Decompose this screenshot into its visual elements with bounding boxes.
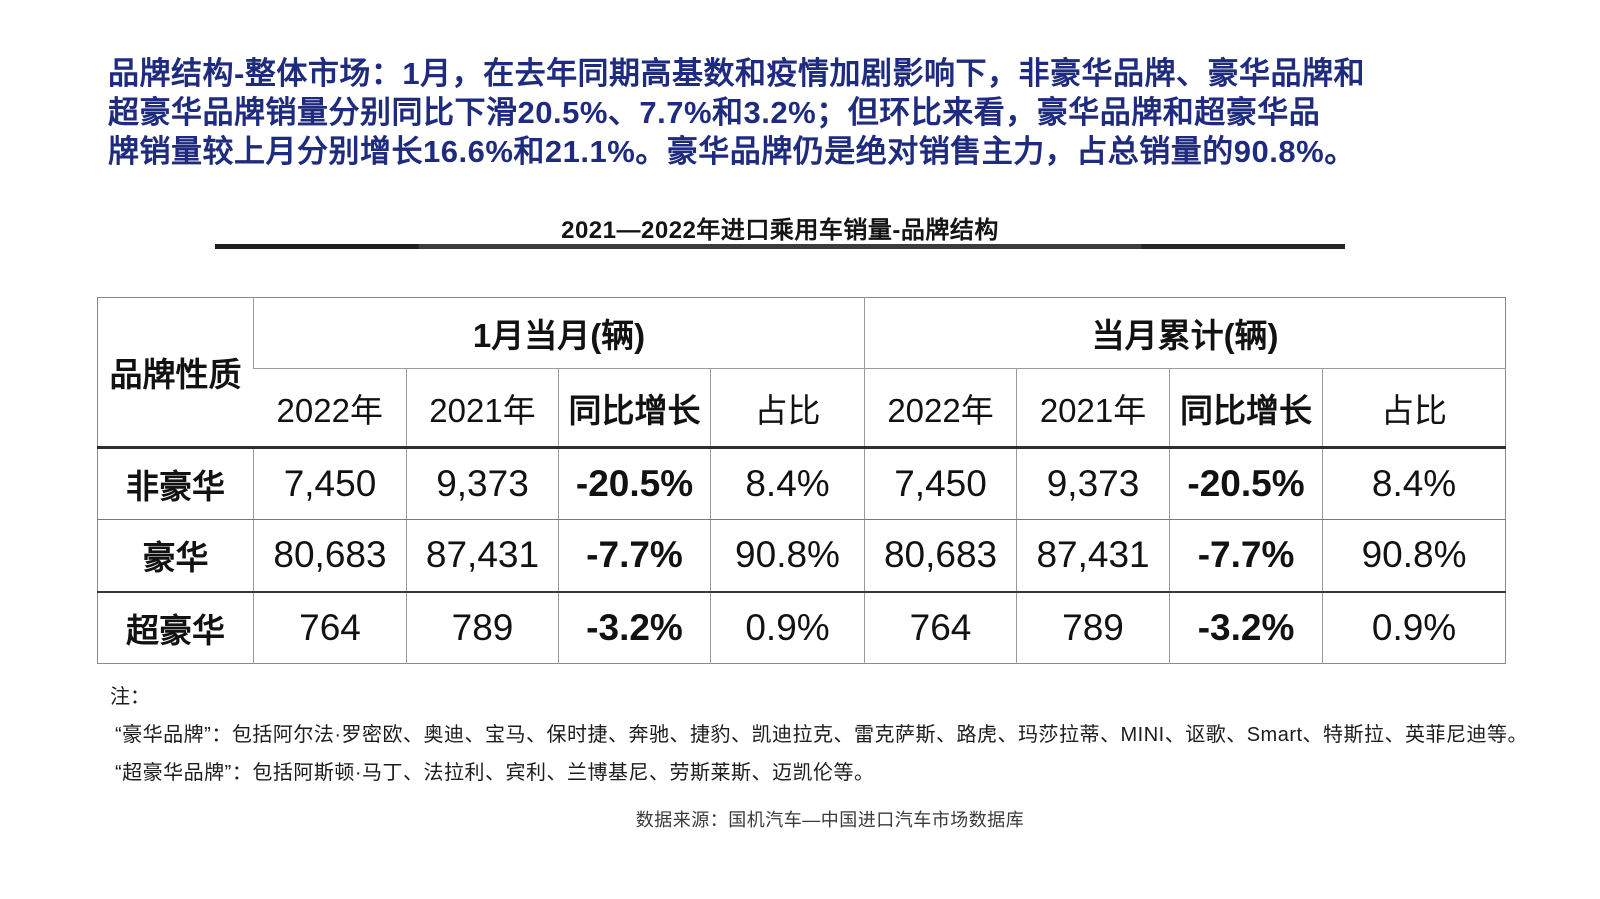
col-header-month-2021: 2021年 bbox=[406, 368, 559, 449]
cell-cum-2022: 80,683 bbox=[864, 519, 1017, 593]
cell-month-2021: 789 bbox=[406, 591, 559, 664]
col-header-cum-2022: 2022年 bbox=[864, 368, 1017, 449]
cell-month-2022: 764 bbox=[253, 591, 407, 664]
title-underline bbox=[215, 244, 1345, 249]
cell-cum-share: 8.4% bbox=[1322, 447, 1506, 520]
sales-table: 品牌性质 1月当月(辆) 当月累计(辆) 2022年 2021年 同比增长 占比… bbox=[97, 297, 1507, 664]
cell-cum-yoy: -7.7% bbox=[1169, 519, 1323, 593]
col-header-cum-2021: 2021年 bbox=[1016, 368, 1170, 449]
table-row-luxury: 豪华 80,683 87,431 -7.7% 90.8% 80,683 87,4… bbox=[97, 519, 1506, 593]
cell-month-2021: 9,373 bbox=[406, 447, 559, 520]
table-row-super-luxury: 超豪华 764 789 -3.2% 0.9% 764 789 -3.2% 0.9… bbox=[98, 591, 1506, 664]
cell-cum-2022: 764 bbox=[864, 591, 1017, 664]
corner-header-brand-type: 品牌性质 bbox=[97, 297, 254, 449]
note-super-luxury-brands: “超豪华品牌”：包括阿斯顿·马丁、法拉利、宾利、兰博基尼、劳斯莱斯、迈凯伦等。 bbox=[115, 762, 875, 784]
cell-cum-share: 0.9% bbox=[1322, 591, 1506, 664]
col-header-month-2022: 2022年 bbox=[253, 368, 407, 449]
cell-cum-2022: 7,450 bbox=[864, 447, 1017, 520]
headline-paragraph: 品牌结构-整体市场：1月，在去年同期高基数和疫情加剧影响下，非豪华品牌、豪华品牌… bbox=[108, 54, 1520, 171]
cell-month-2022: 80,683 bbox=[253, 519, 407, 593]
col-header-month-share: 占比 bbox=[709, 368, 865, 449]
cell-month-share: 90.8% bbox=[709, 519, 865, 593]
notes-label: 注： bbox=[110, 686, 150, 708]
col-header-month-yoy: 同比增长 bbox=[558, 368, 711, 449]
cell-month-share: 0.9% bbox=[709, 591, 865, 664]
headline-line-1: 品牌结构-整体市场：1月，在去年同期高基数和疫情加剧影响下，非豪华品牌、豪华品牌… bbox=[108, 56, 1366, 91]
cell-cum-2021: 9,373 bbox=[1016, 447, 1170, 520]
cell-month-yoy: -3.2% bbox=[558, 591, 711, 664]
cell-month-2022: 7,450 bbox=[253, 447, 407, 520]
cell-month-yoy: -7.7% bbox=[558, 519, 711, 593]
row-label: 非豪华 bbox=[97, 447, 254, 520]
cell-month-yoy: -20.5% bbox=[558, 447, 711, 520]
col-header-cum-share: 占比 bbox=[1322, 368, 1506, 449]
cell-cum-yoy: -20.5% bbox=[1169, 447, 1323, 520]
data-source: 数据来源：国机汽车—中国进口汽车市场数据库 bbox=[635, 810, 1025, 830]
table-title: 2021—2022年进口乘用车销量-品牌结构 bbox=[561, 217, 999, 244]
table-row-non-luxury: 非豪华 7,450 9,373 -20.5% 8.4% 7,450 9,373 … bbox=[97, 447, 1506, 520]
row-label: 豪华 bbox=[97, 519, 254, 593]
cell-month-2021: 87,431 bbox=[406, 519, 559, 593]
cell-cum-2021: 87,431 bbox=[1016, 519, 1170, 593]
headline-line-2: 超豪华品牌销量分别同比下滑20.5%、7.7%和3.2%；但环比来看，豪华品牌和… bbox=[108, 95, 1321, 130]
cell-cum-share: 90.8% bbox=[1322, 519, 1506, 593]
col-header-cum-yoy: 同比增长 bbox=[1169, 368, 1323, 449]
cell-month-share: 8.4% bbox=[709, 447, 865, 520]
cell-cum-yoy: -3.2% bbox=[1169, 591, 1323, 664]
note-luxury-brands: “豪华品牌”：包括阿尔法·罗密欧、奥迪、宝马、保时捷、奔驰、捷豹、凯迪拉克、雷克… bbox=[115, 724, 1529, 746]
row-label: 超豪华 bbox=[126, 611, 225, 649]
group-header-cumulative: 当月累计(辆) bbox=[864, 297, 1506, 369]
headline-line-3: 牌销量较上月分别增长16.6%和21.1%。豪华品牌仍是绝对销售主力，占总销量的… bbox=[108, 134, 1356, 169]
cell-cum-2021: 789 bbox=[1016, 591, 1170, 664]
group-header-current-month: 1月当月(辆) bbox=[252, 297, 865, 369]
